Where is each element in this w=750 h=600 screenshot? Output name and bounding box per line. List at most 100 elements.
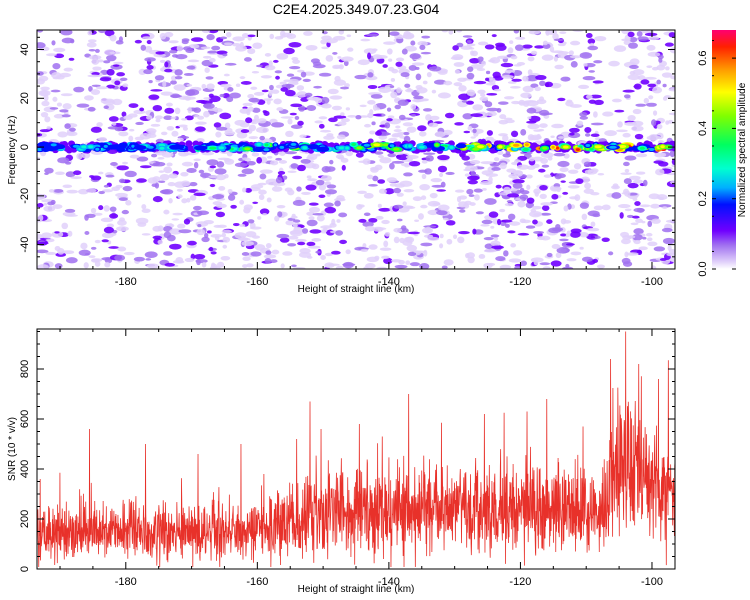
spectrogram-noise-blob: [211, 264, 218, 269]
spectrogram-noise-blob: [500, 162, 507, 169]
spectrogram-noise-blob: [222, 230, 232, 234]
spectrogram-noise-blob: [252, 235, 260, 238]
spectrogram-noise-blob: [96, 122, 103, 127]
spectrogram-noise-blob: [88, 107, 96, 112]
spectrogram-noise-blob: [193, 206, 202, 210]
spectrogram-noise-blob: [106, 55, 116, 61]
spectrogram-noise-blob: [178, 124, 187, 127]
spectrogram-noise-blob: [148, 80, 152, 83]
spectrogram-noise-blob: [73, 170, 81, 175]
spectrogram-hotspot-core: [640, 147, 645, 150]
chart-title: C2E4.2025.349.07.23.G04: [273, 1, 440, 17]
spectrogram-noise-blob: [505, 70, 515, 74]
spectrogram-noise-blob: [64, 123, 71, 129]
spectrogram-noise-blob: [79, 250, 91, 256]
spectrogram-noise-blob: [634, 240, 641, 244]
spectrogram-noise-blob: [509, 221, 520, 226]
spectrogram-noise-blob: [101, 98, 109, 104]
spectrogram-noise-blob: [230, 205, 237, 209]
spectrogram-noise-blob: [427, 237, 439, 241]
spectrogram-noise-blob: [368, 184, 378, 187]
spectrogram-noise-blob: [467, 89, 476, 96]
spectrogram-noise-blob: [387, 107, 391, 111]
spectrogram-noise-blob: [559, 31, 566, 34]
spectrogram-noise-blob: [625, 156, 637, 161]
spectrogram-noise-blob: [146, 65, 153, 70]
spectrogram-noise-blob: [394, 237, 400, 244]
spectrogram-noise-blob: [153, 196, 163, 202]
spectrogram-noise-blob: [203, 220, 213, 224]
spectrogram-noise-blob: [644, 98, 649, 104]
spectrogram-noise-blob: [365, 226, 375, 232]
spectrogram-noise-blob: [440, 234, 444, 239]
spectrogram-noise-blob: [511, 101, 520, 104]
spectrogram-hotspot-core: [218, 146, 224, 149]
spectrogram-noise-blob: [235, 45, 247, 51]
spectrogram-noise-blob: [539, 81, 546, 86]
spectrogram-noise-blob: [173, 260, 184, 264]
spectrogram-noise-blob: [55, 263, 63, 269]
spectrogram-noise-blob: [177, 194, 182, 198]
spectrogram-noise-blob: [306, 242, 315, 246]
spectrogram-noise-blob: [239, 200, 244, 205]
spectrogram-noise-blob: [382, 64, 387, 68]
spectrogram-noise-blob: [311, 238, 321, 242]
spectrogram-noise-blob: [474, 194, 480, 200]
spectrogram-y-tick-label: 0: [19, 144, 31, 150]
spectrogram-noise-blob: [391, 134, 400, 137]
spectrogram-noise-blob: [339, 64, 344, 69]
spectrogram-hotspot-core: [43, 148, 48, 151]
spectrogram-noise-blob: [347, 47, 353, 51]
spectrogram-noise-blob: [580, 116, 588, 120]
spectrogram-noise-blob: [663, 96, 667, 100]
spectrogram-noise-blob: [538, 129, 544, 131]
spectrogram-noise-blob: [622, 90, 634, 93]
spectrogram-noise-blob: [529, 157, 535, 161]
spectrogram-noise-blob: [314, 120, 322, 123]
spectrogram-noise-blob: [527, 198, 535, 204]
spectrogram-hotspot-core: [437, 147, 443, 150]
spectrogram-noise-blob: [439, 243, 443, 248]
spectrogram-noise-blob: [637, 31, 643, 37]
spectrogram-hotspot-core: [435, 143, 439, 146]
spectrogram-noise-blob: [190, 195, 197, 201]
spectrogram-noise-blob: [116, 72, 125, 76]
spectrogram-noise-blob: [51, 72, 61, 79]
spectrogram-noise-blob: [35, 42, 46, 48]
spectrogram-hotspot-core: [159, 147, 164, 150]
spectrogram-noise-blob: [275, 76, 280, 80]
spectrogram-noise-blob: [334, 200, 341, 206]
colorbar-tick-label: 0.6: [697, 50, 709, 65]
spectrogram-noise-blob: [604, 130, 617, 136]
spectrogram-noise-blob: [652, 87, 662, 94]
spectrogram-noise-blob: [216, 212, 225, 218]
spectrogram-noise-blob: [197, 229, 206, 235]
spectrogram-noise-blob: [89, 255, 96, 258]
spectrogram-noise-blob: [256, 157, 262, 164]
spectrogram-noise-blob: [338, 213, 347, 218]
spectrogram-noise-blob: [293, 200, 306, 206]
spectrogram-noise-blob: [422, 160, 428, 164]
spectrogram-noise-blob: [153, 162, 166, 167]
spectrogram-noise-blob: [388, 67, 394, 71]
spectrogram-noise-blob: [225, 63, 237, 66]
spectrogram-noise-blob: [629, 65, 639, 69]
spectrogram-noise-blob: [57, 131, 67, 137]
spectrogram-noise-blob: [452, 54, 463, 60]
spectrogram-noise-blob: [385, 122, 391, 128]
spectrogram-noise-blob: [507, 193, 519, 197]
spectrogram-noise-blob: [474, 81, 486, 84]
spectrogram-noise-blob: [238, 174, 247, 177]
spectrogram-noise-blob: [161, 189, 173, 194]
spectrogram-noise-blob: [423, 152, 435, 154]
spectrogram-noise-blob: [112, 122, 116, 125]
spectrogram-noise-blob: [558, 43, 566, 46]
spectrogram-noise-blob: [49, 189, 55, 192]
spectrogram-noise-blob: [479, 254, 486, 259]
spectrogram-noise-blob: [622, 133, 630, 138]
spectrogram-noise-blob: [520, 93, 531, 99]
spectrogram-noise-blob: [399, 238, 404, 243]
spectrogram-hotspot-core: [95, 148, 99, 151]
spectrogram-noise-blob: [203, 97, 210, 100]
spectrogram-noise-blob: [534, 260, 539, 266]
